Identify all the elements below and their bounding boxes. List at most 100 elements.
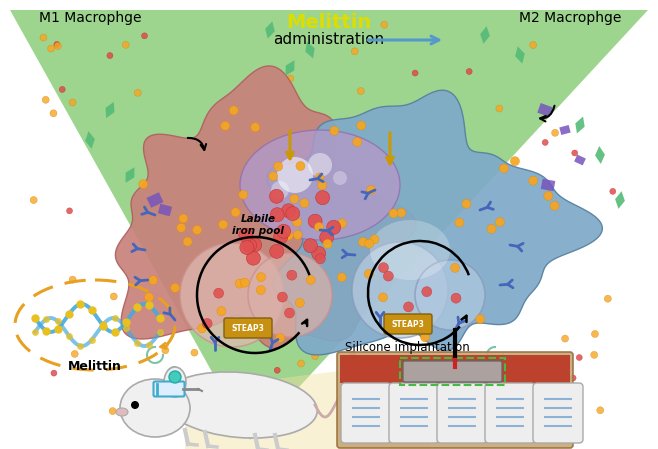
Text: Melittin: Melittin [68, 361, 122, 374]
Circle shape [315, 222, 324, 232]
Text: STEAP3: STEAP3 [232, 324, 265, 333]
Circle shape [179, 214, 188, 223]
Circle shape [170, 283, 180, 292]
Circle shape [495, 218, 504, 227]
Circle shape [229, 106, 238, 115]
Circle shape [597, 407, 604, 414]
Circle shape [71, 351, 78, 357]
Circle shape [338, 219, 347, 228]
Circle shape [284, 231, 293, 240]
Circle shape [235, 279, 244, 288]
Circle shape [315, 254, 325, 264]
Text: Labile
iron pool: Labile iron pool [232, 214, 284, 236]
FancyBboxPatch shape [533, 383, 583, 443]
Circle shape [248, 238, 262, 252]
Bar [147, 192, 163, 208]
Circle shape [511, 157, 519, 166]
Circle shape [353, 137, 362, 146]
Circle shape [246, 251, 261, 265]
Circle shape [293, 230, 302, 239]
Ellipse shape [163, 372, 317, 438]
Circle shape [54, 41, 60, 48]
Bar [559, 125, 570, 135]
Polygon shape [115, 66, 416, 348]
Text: Melittin: Melittin [286, 13, 372, 31]
Circle shape [381, 21, 388, 28]
FancyBboxPatch shape [340, 355, 570, 383]
Circle shape [284, 308, 295, 318]
Circle shape [300, 198, 309, 207]
Circle shape [255, 321, 266, 330]
Circle shape [239, 228, 253, 242]
Circle shape [389, 209, 398, 218]
Ellipse shape [164, 367, 186, 397]
Circle shape [415, 260, 485, 330]
Circle shape [476, 315, 485, 324]
Circle shape [312, 247, 326, 260]
Circle shape [466, 69, 472, 75]
FancyBboxPatch shape [485, 383, 535, 443]
Circle shape [403, 302, 413, 312]
Bar [400, 358, 505, 385]
Circle shape [251, 123, 260, 132]
Circle shape [30, 197, 37, 203]
Circle shape [316, 191, 330, 205]
Polygon shape [515, 46, 525, 64]
Circle shape [122, 41, 129, 48]
Circle shape [248, 253, 332, 337]
Circle shape [333, 171, 347, 185]
Circle shape [134, 89, 141, 96]
Polygon shape [126, 167, 134, 183]
Circle shape [451, 263, 459, 273]
Text: administration: administration [274, 32, 384, 48]
Circle shape [286, 207, 300, 220]
Circle shape [422, 286, 432, 297]
Circle shape [451, 293, 461, 303]
Circle shape [365, 269, 373, 278]
Text: M1 Macrophge: M1 Macrophge [39, 11, 141, 25]
Circle shape [351, 48, 358, 55]
Circle shape [268, 172, 278, 181]
Circle shape [278, 292, 288, 302]
Circle shape [191, 349, 198, 356]
Circle shape [378, 293, 388, 302]
Circle shape [312, 352, 318, 360]
Polygon shape [267, 90, 602, 355]
Circle shape [295, 299, 304, 308]
Circle shape [111, 293, 117, 300]
Circle shape [544, 191, 553, 200]
FancyBboxPatch shape [224, 318, 272, 338]
Circle shape [231, 208, 240, 217]
Circle shape [261, 322, 271, 332]
Circle shape [177, 223, 186, 232]
Circle shape [290, 194, 299, 203]
Ellipse shape [120, 379, 190, 437]
Circle shape [352, 242, 448, 338]
Circle shape [293, 218, 302, 227]
Circle shape [303, 239, 317, 253]
Circle shape [576, 355, 582, 361]
Circle shape [591, 352, 597, 358]
Circle shape [592, 330, 599, 338]
Circle shape [271, 181, 289, 199]
Circle shape [502, 405, 509, 412]
Circle shape [183, 237, 192, 246]
Circle shape [229, 323, 238, 332]
Circle shape [240, 241, 254, 255]
Polygon shape [105, 102, 114, 118]
Circle shape [217, 307, 226, 316]
Circle shape [350, 351, 356, 357]
Circle shape [384, 271, 393, 281]
Circle shape [412, 70, 418, 76]
Circle shape [220, 121, 230, 130]
Text: M2 Macrophge: M2 Macrophge [519, 11, 621, 25]
Polygon shape [10, 10, 648, 440]
Circle shape [550, 201, 559, 210]
Text: Silicone implantation: Silicone implantation [345, 342, 470, 355]
Ellipse shape [240, 130, 400, 240]
Circle shape [359, 238, 367, 247]
FancyBboxPatch shape [437, 383, 487, 443]
Circle shape [420, 333, 430, 342]
Ellipse shape [370, 220, 450, 280]
Bar [537, 103, 553, 117]
